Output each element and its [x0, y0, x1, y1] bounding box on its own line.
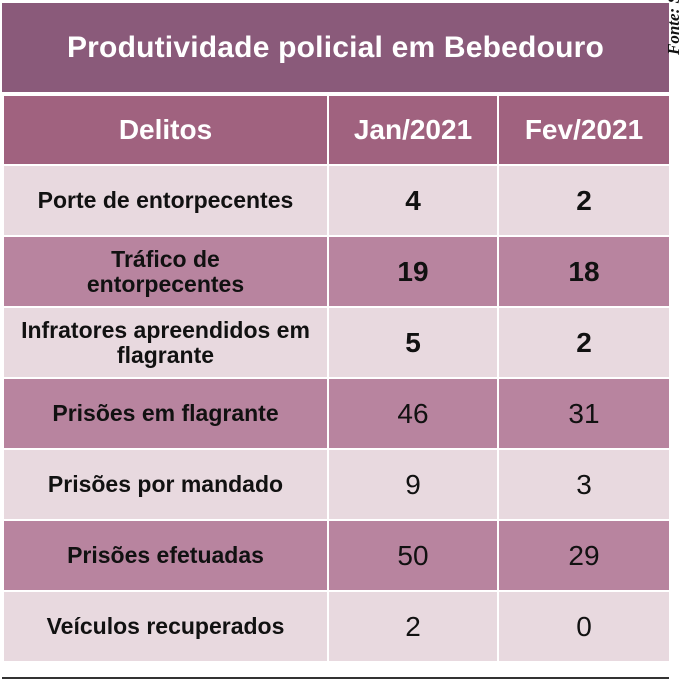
jan-value: 4	[327, 164, 499, 237]
row-label: Veículos recuperados	[2, 590, 329, 663]
fev-value: 18	[497, 235, 671, 308]
fev-value: 31	[497, 377, 671, 450]
bottom-divider	[2, 677, 669, 679]
row-label: Prisões em flagrante	[2, 377, 329, 450]
header-delitos: Delitos	[2, 94, 329, 166]
table-row: Tráfico de entorpecentes 19 18	[2, 235, 671, 308]
table-row: Prisões por mandado 9 3	[2, 448, 671, 521]
source-credit: Fonte: SSP/SP	[664, 0, 683, 55]
row-label: Prisões efetuadas	[2, 519, 329, 592]
fev-value: 2	[497, 164, 671, 237]
table-row: Prisões efetuadas 50 29	[2, 519, 671, 592]
row-label: Tráfico de entorpecentes	[2, 235, 329, 308]
crime-table: Delitos Jan/2021 Fev/2021 Porte de entor…	[2, 94, 671, 663]
header-row: Delitos Jan/2021 Fev/2021	[2, 94, 671, 166]
jan-value: 2	[327, 590, 499, 663]
row-label: Prisões por mandado	[2, 448, 329, 521]
row-label: Infratores apreendidos em flagrante	[2, 306, 329, 379]
fev-value: 29	[497, 519, 671, 592]
jan-value: 46	[327, 377, 499, 450]
fev-value: 2	[497, 306, 671, 379]
jan-value: 50	[327, 519, 499, 592]
fev-value: 0	[497, 590, 671, 663]
table-row: Veículos recuperados 2 0	[2, 590, 671, 663]
jan-value: 9	[327, 448, 499, 521]
table-title: Produtividade policial em Bebedouro	[2, 3, 669, 92]
header-fev: Fev/2021	[497, 94, 671, 166]
header-jan: Jan/2021	[327, 94, 499, 166]
table-row: Prisões em flagrante 46 31	[2, 377, 671, 450]
jan-value: 19	[327, 235, 499, 308]
fev-value: 3	[497, 448, 671, 521]
table-row: Infratores apreendidos em flagrante 5 2	[2, 306, 671, 379]
row-label: Porte de entorpecentes	[2, 164, 329, 237]
jan-value: 5	[327, 306, 499, 379]
table-row: Porte de entorpecentes 4 2	[2, 164, 671, 237]
table-frame: Produtividade policial em Bebedouro Deli…	[2, 3, 671, 673]
